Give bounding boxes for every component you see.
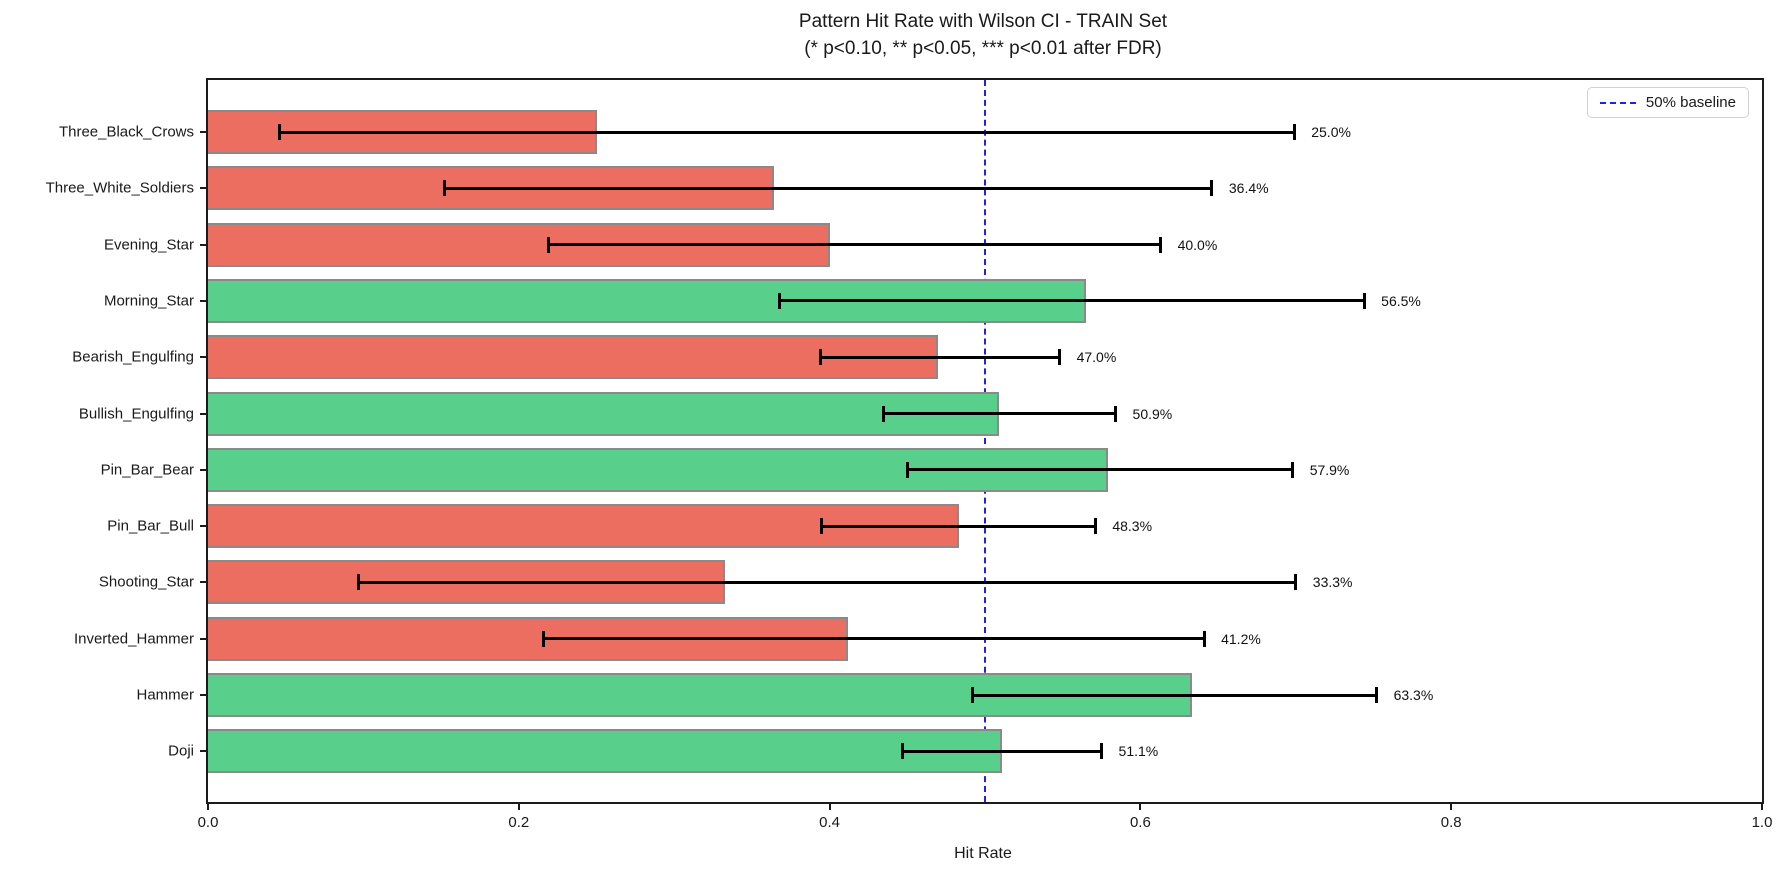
error-bar-Pin_Bar_Bull [821,524,1096,528]
error-bar-Pin_Bar_Bear [907,468,1293,472]
value-label-Bearish_Engulfing: 47.0% [1076,349,1117,366]
error-bar-Shooting_Star [358,580,1296,584]
ci-lower-cap-Evening_Star [546,236,550,253]
value-label-Evening_Star: 40.0% [1177,236,1218,253]
x-tick-label-0.4: 0.4 [819,814,841,831]
chart-subtitle: (* p<0.10, ** p<0.05, *** p<0.01 after F… [804,38,1162,59]
y-tick-Pin_Bar_Bull [200,525,208,528]
x-tick-label-0.6: 0.6 [1129,814,1151,831]
ci-upper-cap-Bullish_Engulfing [1114,405,1118,422]
error-bar-Three_White_Soldiers [444,186,1212,190]
y-tick-Hammer [200,694,208,696]
value-label-Hammer: 63.3% [1393,687,1434,703]
value-label-Pin_Bar_Bull: 48.3% [1112,518,1153,535]
x-axis-label: Hit Rate [954,845,1012,862]
error-bar-Bullish_Engulfing [883,412,1116,415]
x-tick-label-0.2: 0.2 [508,814,530,831]
x-tick-label-0.0: 0.0 [197,814,219,831]
ci-lower-cap-Three_Black_Crows [277,124,281,140]
error-bar-Hammer [972,693,1377,697]
bar-Bullish_Engulfing [208,391,999,436]
y-tick-label-Three_Black_Crows: Three_Black_Crows [58,123,194,141]
chart-title: Pattern Hit Rate with Wilson CI - TRAIN … [798,11,1168,32]
y-tick-Morning_Star [200,299,208,302]
y-tick-label-Evening_Star: Evening_Star [103,236,194,254]
value-label-Doji: 51.1% [1118,743,1159,760]
ci-lower-cap-Pin_Bar_Bull [820,518,824,535]
ci-upper-cap-Pin_Bar_Bull [1093,518,1097,535]
ci-upper-cap-Three_White_Soldiers [1210,180,1214,197]
y-tick-Inverted_Hammer [200,637,208,640]
y-tick-label-Inverted_Hammer: Inverted_Hammer [73,630,194,648]
x-tick-label-1.0: 1.0 [1751,814,1773,831]
y-tick-Evening_Star [200,243,208,246]
y-tick-label-Doji: Doji [168,742,194,760]
y-tick-Three_White_Soldiers [200,187,208,190]
error-bar-Evening_Star [548,243,1161,247]
baseline-line [984,80,986,802]
ci-lower-cap-Morning_Star [778,292,782,309]
ci-lower-cap-Inverted_Hammer [542,630,546,647]
value-label-Pin_Bar_Bear: 57.9% [1309,461,1350,478]
value-label-Morning_Star: 56.5% [1381,292,1421,309]
ci-upper-cap-Doji [1100,743,1104,760]
y-tick-label-Shooting_Star: Shooting_Star [98,573,194,591]
ci-lower-cap-Bullish_Engulfing [882,405,886,422]
bar-Bearish_Engulfing [208,335,939,380]
error-bar-Morning_Star [779,299,1365,303]
y-tick-label-Bearish_Engulfing: Bearish_Engulfing [72,348,194,366]
plot-area: 50% baseline 25.0% Three_Black_Crows 36.4%… [46,78,1772,831]
ci-lower-cap-Hammer [971,687,975,703]
ci-upper-cap-Three_Black_Crows [1292,124,1296,140]
x-tick-0.0 [207,802,209,810]
ci-upper-cap-Bearish_Engulfing [1058,349,1062,366]
ci-lower-cap-Doji [901,743,905,760]
y-tick-label-Hammer: Hammer [136,686,194,704]
y-tick-Bullish_Engulfing [200,412,208,415]
ci-lower-cap-Pin_Bar_Bear [905,461,909,478]
x-tick-0.4 [828,802,831,810]
y-tick-Three_Black_Crows [200,131,208,133]
legend-label: 50% baseline [1645,94,1736,111]
value-label-Shooting_Star: 33.3% [1312,574,1353,591]
x-tick-0.6 [1139,802,1142,810]
y-tick-Pin_Bar_Bear [200,468,208,471]
ci-lower-cap-Three_White_Soldiers [442,180,446,197]
ci-upper-cap-Morning_Star [1362,292,1366,309]
y-tick-label-Pin_Bar_Bear: Pin_Bar_Bear [100,461,194,479]
x-tick-0.2 [517,802,520,810]
error-bar-Three_Black_Crows [279,130,1295,134]
y-tick-label-Pin_Bar_Bull: Pin_Bar_Bull [107,517,194,535]
ci-upper-cap-Shooting_Star [1294,574,1298,591]
y-tick-Doji [200,750,208,753]
x-tick-label-0.8: 0.8 [1440,814,1462,831]
ci-upper-cap-Evening_Star [1159,236,1163,253]
value-label-Bullish_Engulfing: 50.9% [1132,405,1173,422]
ci-lower-cap-Shooting_Star [357,574,361,591]
value-label-Three_White_Soldiers: 36.4% [1228,180,1269,197]
y-tick-Shooting_Star [200,581,208,584]
y-tick-label-Bullish_Engulfing: Bullish_Engulfing [78,405,194,422]
baseline-legend-swatch-icon [1599,101,1636,104]
y-tick-label-Morning_Star: Morning_Star [103,292,194,310]
error-bar-Inverted_Hammer [543,637,1205,641]
value-label-Inverted_Hammer: 41.2% [1221,630,1261,647]
ci-upper-cap-Hammer [1375,687,1379,703]
x-tick-0.8 [1450,802,1453,810]
ci-upper-cap-Inverted_Hammer [1202,630,1206,647]
error-bar-Doji [902,749,1102,753]
x-tick-1.0 [1761,802,1763,810]
ci-upper-cap-Pin_Bar_Bear [1291,461,1295,478]
y-tick-Bearish_Engulfing [200,356,208,359]
value-label-Three_Black_Crows: 25.0% [1311,124,1351,140]
error-bar-Bearish_Engulfing [820,355,1060,359]
legend: 50% baseline [1586,87,1749,118]
bar-Doji [208,729,1003,774]
ci-lower-cap-Bearish_Engulfing [818,349,822,366]
y-tick-label-Three_White_Soldiers: Three_White_Soldiers [45,179,194,197]
chart-title-block: Pattern Hit Rate with Wilson CI - TRAIN … [206,8,1760,62]
